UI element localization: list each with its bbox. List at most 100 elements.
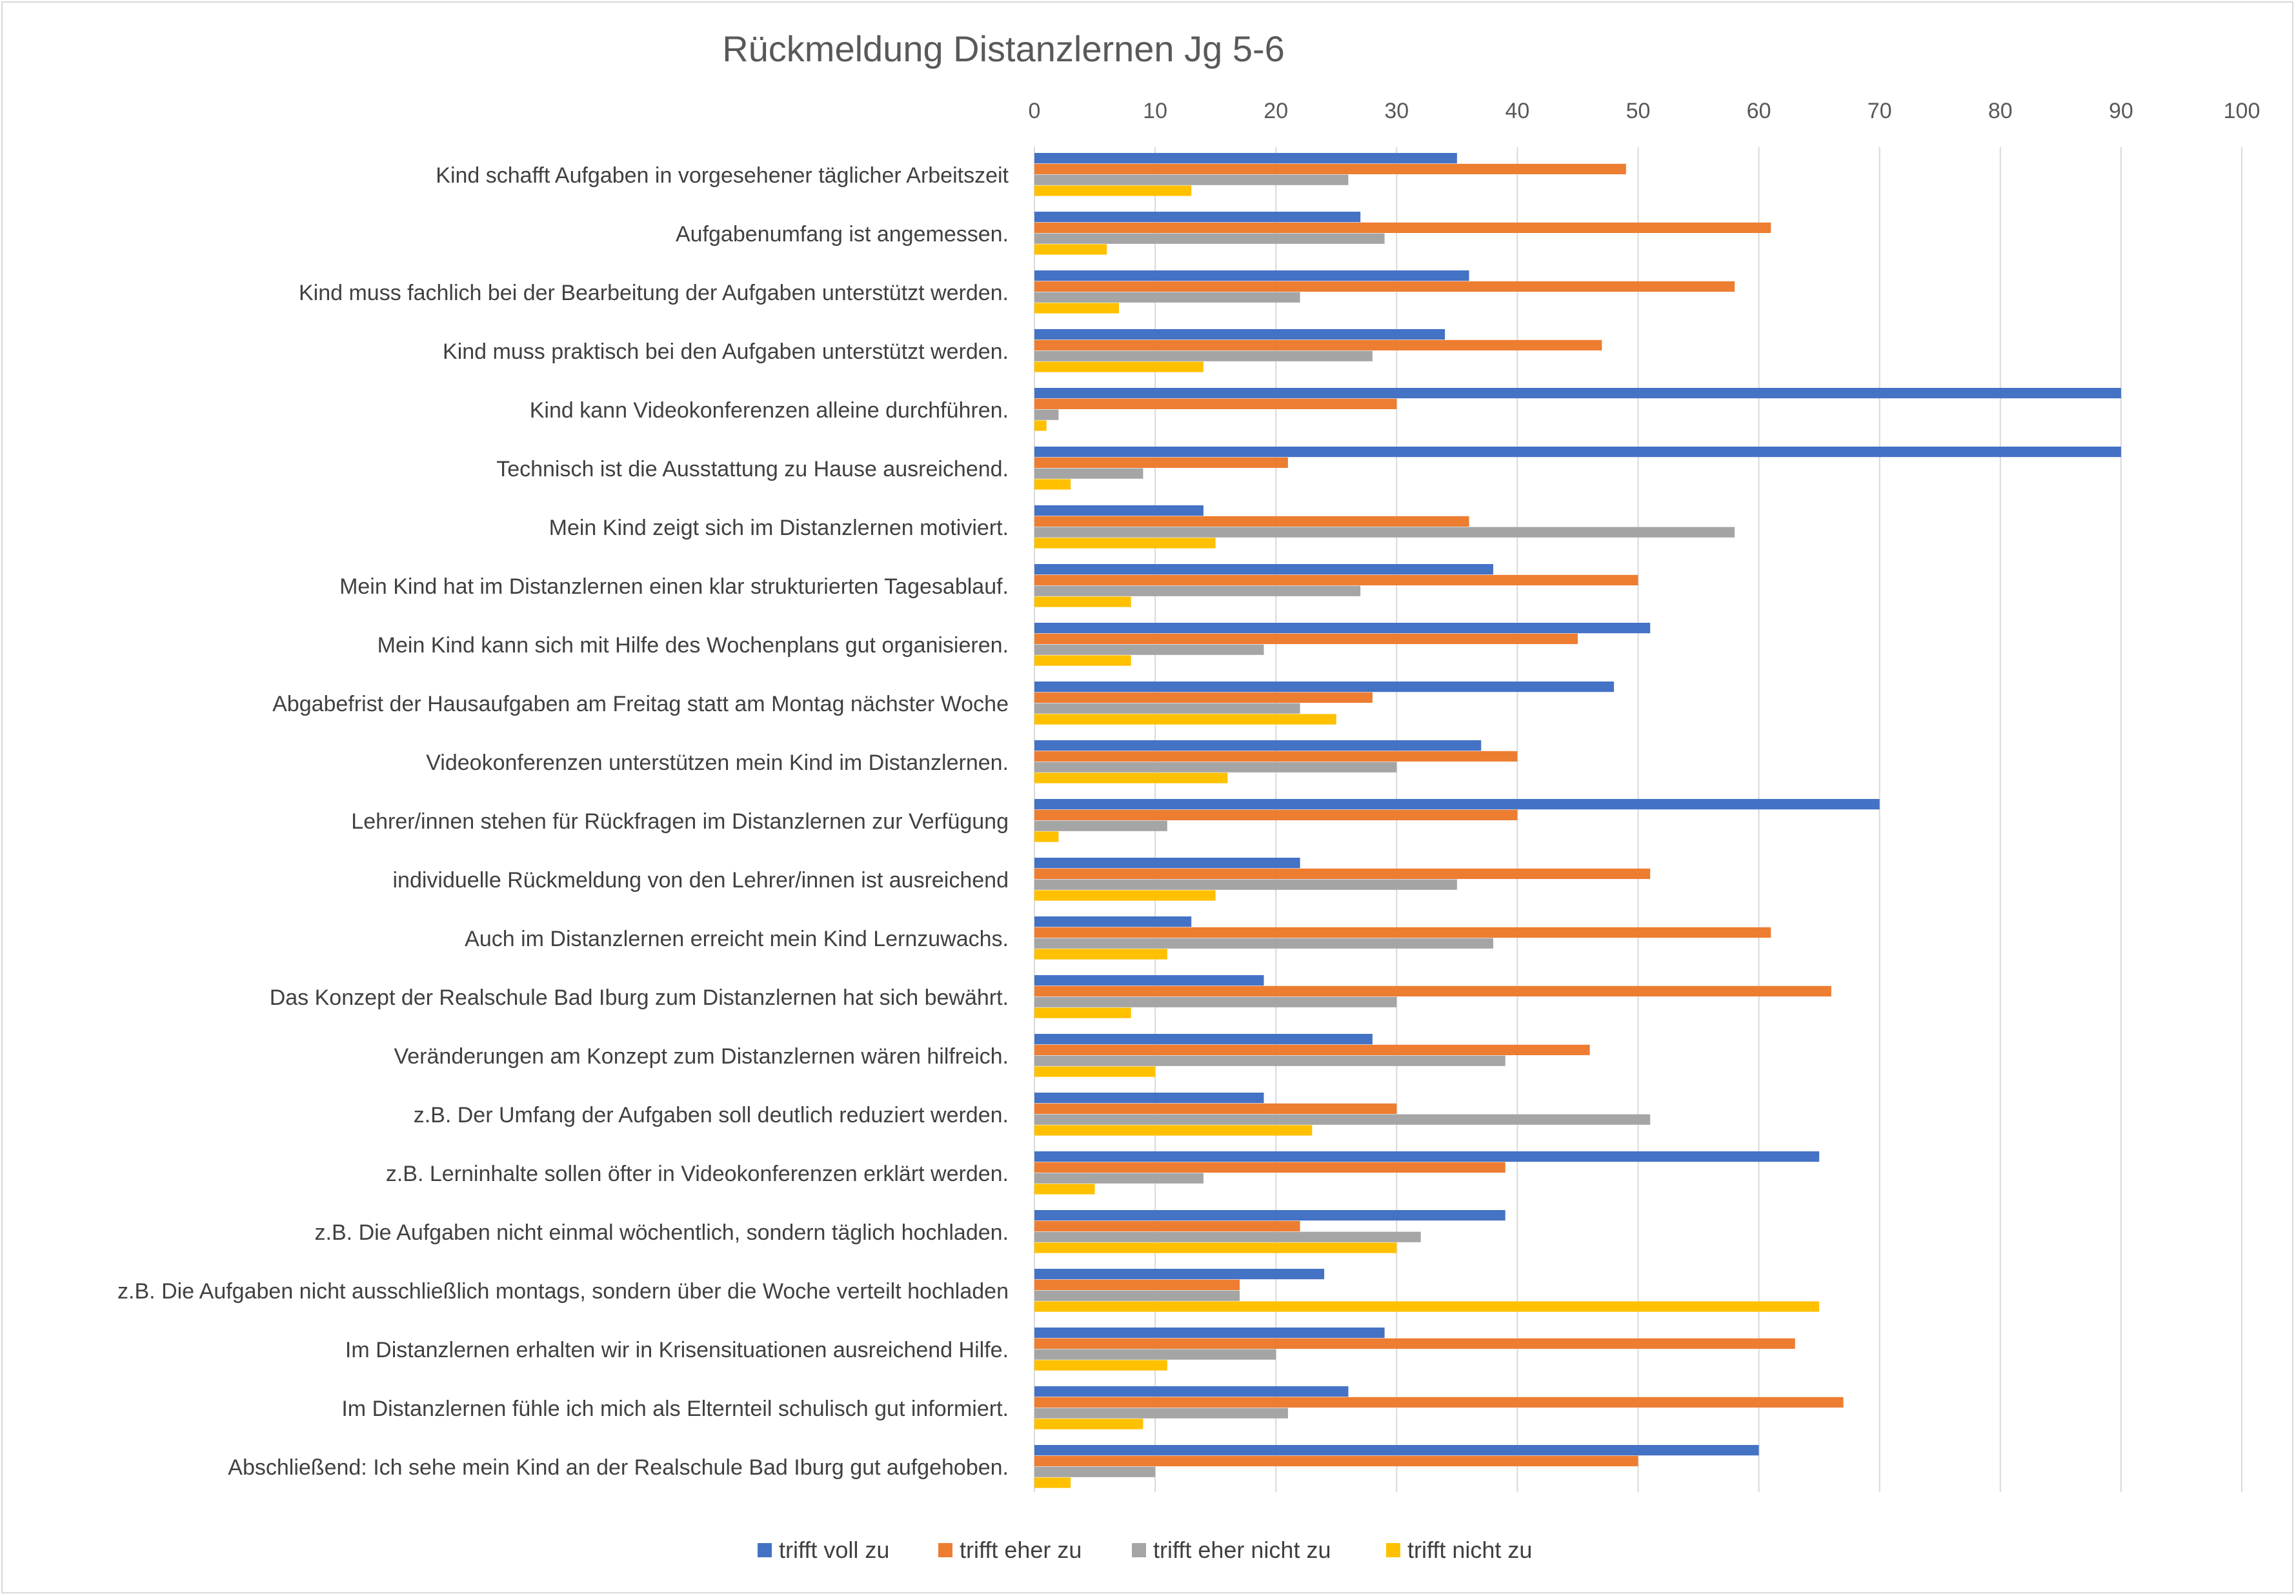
x-tick-label: 100 xyxy=(2224,99,2261,123)
bar-1-19 xyxy=(1034,1210,1505,1221)
bar-2-13 xyxy=(1034,868,1651,879)
bar-3-19 xyxy=(1034,1231,1421,1242)
bar-4-13 xyxy=(1034,890,1216,901)
category-label: Abschließend: Ich sehe mein Kind an der … xyxy=(228,1455,1009,1480)
bar-3-5 xyxy=(1034,409,1059,420)
bar-4-7 xyxy=(1034,538,1216,549)
bar-4-19 xyxy=(1034,1242,1397,1253)
bar-4-12 xyxy=(1034,831,1059,842)
legend-label-1: trifft voll zu xyxy=(779,1537,889,1563)
category-label: Das Konzept der Realschule Bad Iburg zum… xyxy=(270,985,1009,1010)
bar-2-7 xyxy=(1034,516,1469,527)
bar-2-20 xyxy=(1034,1279,1240,1290)
category-label: Mein Kind hat im Distanzlernen einen kla… xyxy=(339,574,1009,599)
bar-2-6 xyxy=(1034,457,1288,468)
bar-1-18 xyxy=(1034,1151,1820,1162)
bar-1-15 xyxy=(1034,975,1264,986)
bar-3-8 xyxy=(1034,585,1361,596)
chart-title: Rückmeldung Distanzlernen Jg 5-6 xyxy=(722,28,1285,69)
bar-1-6 xyxy=(1034,447,2121,458)
legend-label-4: trifft nicht zu xyxy=(1407,1537,1532,1563)
bar-4-6 xyxy=(1034,479,1071,490)
bar-3-20 xyxy=(1034,1290,1240,1301)
bar-2-3 xyxy=(1034,281,1735,292)
bar-3-18 xyxy=(1034,1173,1203,1184)
bar-1-23 xyxy=(1034,1445,1759,1456)
bar-1-9 xyxy=(1034,623,1651,634)
bar-3-6 xyxy=(1034,468,1143,479)
bar-2-4 xyxy=(1034,339,1602,350)
bar-4-2 xyxy=(1034,244,1107,255)
category-label: z.B. Die Aufgaben nicht ausschließlich m… xyxy=(117,1279,1009,1304)
bar-1-14 xyxy=(1034,916,1192,927)
bar-2-19 xyxy=(1034,1220,1300,1231)
bar-2-10 xyxy=(1034,692,1373,703)
bar-2-1 xyxy=(1034,163,1626,174)
bar-1-7 xyxy=(1034,505,1203,516)
bar-3-1 xyxy=(1034,174,1349,185)
bar-4-3 xyxy=(1034,303,1119,314)
legend-label-2: trifft eher zu xyxy=(960,1537,1082,1563)
bar-2-12 xyxy=(1034,809,1518,820)
category-label: Videokonferenzen unterstützen mein Kind … xyxy=(426,751,1009,775)
legend: trifft voll zu trifft eher zu trifft eher … xyxy=(758,1537,1532,1563)
x-tick-label: 80 xyxy=(1988,99,2013,123)
bar-1-17 xyxy=(1034,1093,1264,1104)
bar-1-12 xyxy=(1034,799,1880,810)
x-tick-label: 90 xyxy=(2109,99,2133,123)
x-tick-label: 0 xyxy=(1029,99,1041,123)
bar-3-10 xyxy=(1034,703,1300,714)
bar-3-17 xyxy=(1034,1114,1651,1125)
legend-swatch-4 xyxy=(1386,1543,1400,1557)
bar-1-13 xyxy=(1034,858,1300,869)
bar-3-2 xyxy=(1034,233,1385,244)
bar-1-10 xyxy=(1034,682,1615,692)
bar-1-21 xyxy=(1034,1328,1385,1338)
bar-4-4 xyxy=(1034,361,1203,372)
bar-1-5 xyxy=(1034,388,2121,399)
bar-1-11 xyxy=(1034,740,1482,751)
x-tick-label: 60 xyxy=(1747,99,1771,123)
bar-1-22 xyxy=(1034,1386,1349,1397)
x-tick-label: 70 xyxy=(1868,99,1892,123)
bar-4-21 xyxy=(1034,1360,1167,1371)
bar-3-23 xyxy=(1034,1466,1156,1477)
category-label: Abgabefrist der Hausaufgaben am Freitag … xyxy=(272,692,1009,716)
bar-4-5 xyxy=(1034,420,1047,431)
legend-swatch-3 xyxy=(1132,1543,1146,1557)
bar-1-16 xyxy=(1034,1034,1373,1045)
category-label: Kind muss fachlich bei der Bearbeitung d… xyxy=(299,281,1009,305)
category-label: Mein Kind kann sich mit Hilfe des Wochen… xyxy=(378,633,1009,658)
bar-4-22 xyxy=(1034,1419,1143,1429)
bar-4-1 xyxy=(1034,185,1192,196)
x-tick-label: 20 xyxy=(1264,99,1288,123)
bar-4-11 xyxy=(1034,773,1228,783)
bar-1-20 xyxy=(1034,1269,1325,1280)
category-label: individuelle Rückmeldung von den Lehrer/… xyxy=(393,868,1009,893)
bar-2-5 xyxy=(1034,398,1397,409)
bar-2-8 xyxy=(1034,574,1638,585)
bar-3-12 xyxy=(1034,820,1167,831)
legend-swatch-2 xyxy=(938,1543,952,1557)
x-tick-label: 40 xyxy=(1505,99,1529,123)
bar-4-14 xyxy=(1034,949,1167,960)
category-label: Kind schafft Aufgaben in vorgesehener tä… xyxy=(436,163,1009,188)
bar-4-18 xyxy=(1034,1184,1095,1195)
category-label: Im Distanzlernen fühle ich mich als Elte… xyxy=(341,1397,1009,1421)
legend-label-3: trifft eher nicht zu xyxy=(1153,1537,1331,1563)
category-label: Kind kann Videokonferenzen alleine durch… xyxy=(530,398,1009,423)
bar-2-22 xyxy=(1034,1397,1844,1408)
bars xyxy=(1034,153,2121,1488)
bar-4-9 xyxy=(1034,655,1131,666)
category-label: Mein Kind zeigt sich im Distanzlernen mo… xyxy=(549,516,1009,540)
bar-2-2 xyxy=(1034,222,1771,233)
bar-3-15 xyxy=(1034,996,1397,1007)
category-label: Aufgabenumfang ist angemessen. xyxy=(676,222,1009,247)
bar-4-8 xyxy=(1034,596,1131,607)
bar-2-15 xyxy=(1034,985,1831,996)
bar-2-11 xyxy=(1034,751,1518,762)
bar-1-2 xyxy=(1034,212,1361,223)
category-label: Auch im Distanzlernen erreicht mein Kind… xyxy=(465,927,1009,951)
bar-3-22 xyxy=(1034,1408,1288,1419)
bar-2-21 xyxy=(1034,1338,1795,1349)
